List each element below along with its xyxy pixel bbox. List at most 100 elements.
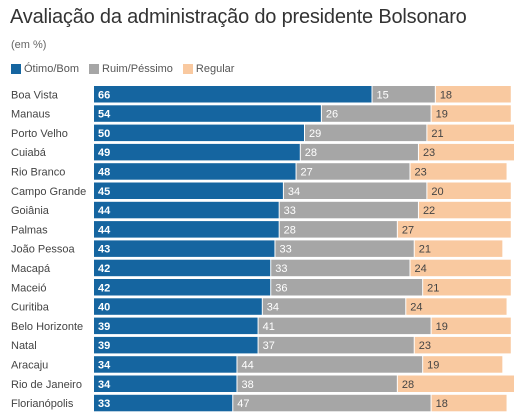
bar-rio-de-janeiro-ruim-pessimo bbox=[237, 375, 397, 392]
bar-maceio-regular bbox=[423, 279, 511, 296]
legend-item-ruim-pessimo: Ruim/Péssimo bbox=[89, 63, 173, 75]
data-label-palmas-otimo-bom: 44 bbox=[98, 224, 111, 236]
bar-campo-grande-ruim-pessimo bbox=[283, 182, 427, 199]
bar-macapa-otimo-bom bbox=[94, 259, 271, 277]
legend-swatch-regular bbox=[182, 64, 193, 74]
bar-row-porto-velho: Porto Velho 50 29 21 bbox=[11, 124, 514, 142]
bar-belo-horizonte-regular bbox=[431, 317, 511, 335]
bar-row-rio-de-janeiro: Rio de Janeiro 34 38 28 bbox=[11, 375, 514, 392]
bar-natal-regular bbox=[414, 336, 511, 354]
bar-curitiba-ruim-pessimo bbox=[262, 298, 406, 315]
data-label-campo-grande-otimo-bom: 45 bbox=[98, 186, 110, 198]
bar-row-florianopolis: Florianópolis 33 47 18 bbox=[11, 394, 507, 412]
data-label-florianopolis-regular: 18 bbox=[436, 398, 448, 410]
legend-item-regular: Regular bbox=[182, 63, 235, 75]
bar-joao-pessoa-regular bbox=[414, 240, 503, 257]
legend-label-regular: Regular bbox=[195, 63, 235, 75]
data-label-joao-pessoa-otimo-bom: 43 bbox=[98, 244, 110, 256]
category-label-boa-vista: Boa Vista bbox=[11, 89, 59, 101]
bar-goiania-ruim-pessimo bbox=[279, 201, 418, 219]
data-label-porto-velho-ruim-pessimo: 29 bbox=[309, 128, 321, 140]
bar-palmas-ruim-pessimo bbox=[279, 221, 397, 238]
data-label-manaus-otimo-bom: 54 bbox=[98, 109, 111, 121]
bar-goiania-regular bbox=[418, 201, 511, 219]
legend: Ótimo/Bom Ruim/Péssimo Regular bbox=[11, 62, 244, 76]
bar-belo-horizonte-ruim-pessimo bbox=[258, 317, 431, 335]
data-label-natal-regular: 23 bbox=[419, 340, 431, 352]
bar-porto-velho-regular bbox=[427, 124, 514, 142]
data-label-florianopolis-otimo-bom: 33 bbox=[98, 398, 110, 410]
bar-boa-vista-regular bbox=[435, 86, 511, 103]
data-label-aracaju-ruim-pessimo: 44 bbox=[241, 359, 253, 371]
data-label-maceio-otimo-bom: 42 bbox=[98, 282, 110, 294]
category-label-macapa: Macapá bbox=[11, 263, 51, 275]
bar-cuiaba-otimo-bom bbox=[94, 143, 300, 161]
bar-campo-grande-otimo-bom bbox=[94, 182, 283, 199]
data-label-rio-de-janeiro-ruim-pessimo: 38 bbox=[241, 379, 253, 391]
legend-swatch-otimo-bom bbox=[11, 64, 21, 74]
bar-row-macapa: Macapá 42 33 24 bbox=[11, 259, 511, 277]
bar-row-campo-grande: Campo Grande 45 34 20 bbox=[11, 182, 511, 199]
category-label-palmas: Palmas bbox=[11, 224, 48, 236]
bar-aracaju-ruim-pessimo bbox=[237, 356, 423, 373]
bar-boa-vista-ruim-pessimo bbox=[372, 86, 435, 103]
bar-manaus-otimo-bom bbox=[94, 105, 321, 122]
data-label-palmas-regular: 27 bbox=[402, 224, 414, 236]
bar-rio-branco-otimo-bom bbox=[94, 163, 296, 180]
legend-item-otimo-bom: Ótimo/Bom bbox=[11, 63, 79, 75]
data-label-belo-horizonte-regular: 19 bbox=[436, 321, 448, 333]
data-label-manaus-ruim-pessimo: 26 bbox=[326, 109, 338, 121]
bar-row-curitiba: Curitiba 40 34 24 bbox=[11, 298, 507, 315]
category-label-maceio: Maceió bbox=[11, 282, 46, 294]
data-label-goiania-otimo-bom: 44 bbox=[98, 205, 111, 217]
bar-florianopolis-otimo-bom bbox=[94, 394, 233, 412]
data-label-porto-velho-regular: 21 bbox=[431, 128, 443, 140]
data-label-goiania-regular: 22 bbox=[423, 205, 435, 217]
bar-curitiba-otimo-bom bbox=[94, 298, 262, 315]
bar-belo-horizonte-otimo-bom bbox=[94, 317, 258, 335]
data-label-curitiba-regular: 24 bbox=[410, 302, 422, 314]
bar-row-cuiaba: Cuiabá 49 28 23 bbox=[11, 143, 514, 161]
bar-rio-branco-ruim-pessimo bbox=[296, 163, 410, 180]
bar-florianopolis-ruim-pessimo bbox=[233, 394, 431, 412]
data-label-belo-horizonte-otimo-bom: 39 bbox=[98, 321, 110, 333]
data-label-curitiba-otimo-bom: 40 bbox=[98, 302, 110, 314]
bar-row-joao-pessoa: João Pessoa 43 33 21 bbox=[11, 240, 503, 257]
data-label-rio-de-janeiro-regular: 28 bbox=[402, 379, 414, 391]
bar-florianopolis-regular bbox=[431, 394, 507, 412]
bar-curitiba-regular bbox=[406, 298, 507, 315]
data-label-aracaju-otimo-bom: 34 bbox=[98, 359, 111, 371]
bar-macapa-ruim-pessimo bbox=[271, 259, 410, 277]
data-label-aracaju-regular: 19 bbox=[427, 359, 439, 371]
category-label-florianopolis: Florianópolis bbox=[11, 398, 74, 410]
bar-cuiaba-ruim-pessimo bbox=[300, 143, 418, 161]
bar-palmas-otimo-bom bbox=[94, 221, 279, 238]
data-label-campo-grande-regular: 20 bbox=[431, 186, 443, 198]
bar-porto-velho-ruim-pessimo bbox=[305, 124, 427, 142]
data-label-manaus-regular: 19 bbox=[436, 109, 448, 121]
bar-joao-pessoa-ruim-pessimo bbox=[275, 240, 414, 257]
category-label-porto-velho: Porto Velho bbox=[11, 128, 68, 140]
data-label-boa-vista-otimo-bom: 66 bbox=[98, 89, 110, 101]
data-label-campo-grande-ruim-pessimo: 34 bbox=[288, 186, 300, 198]
category-label-natal: Natal bbox=[11, 340, 37, 352]
bar-aracaju-regular bbox=[423, 356, 503, 373]
bar-boa-vista-otimo-bom bbox=[94, 86, 372, 103]
category-label-rio-de-janeiro: Rio de Janeiro bbox=[11, 379, 82, 391]
category-label-rio-branco: Rio Branco bbox=[11, 166, 65, 178]
category-label-curitiba: Curitiba bbox=[11, 302, 50, 314]
bar-rio-de-janeiro-regular bbox=[397, 375, 514, 392]
bar-row-goiania: Goiânia 44 33 22 bbox=[11, 201, 511, 219]
bar-row-maceio: Maceió 42 36 21 bbox=[11, 279, 511, 296]
data-label-joao-pessoa-regular: 21 bbox=[419, 244, 431, 256]
category-label-belo-horizonte: Belo Horizonte bbox=[11, 321, 83, 333]
data-label-cuiaba-ruim-pessimo: 28 bbox=[305, 147, 317, 159]
data-label-maceio-regular: 21 bbox=[427, 282, 439, 294]
data-label-curitiba-ruim-pessimo: 34 bbox=[267, 302, 279, 314]
bar-goiania-otimo-bom bbox=[94, 201, 279, 219]
bar-palmas-regular bbox=[397, 221, 511, 238]
data-label-florianopolis-ruim-pessimo: 47 bbox=[237, 398, 249, 410]
legend-swatch-ruim-pessimo bbox=[89, 64, 100, 74]
bar-cuiaba-regular bbox=[418, 143, 514, 161]
bar-natal-otimo-bom bbox=[94, 336, 258, 354]
